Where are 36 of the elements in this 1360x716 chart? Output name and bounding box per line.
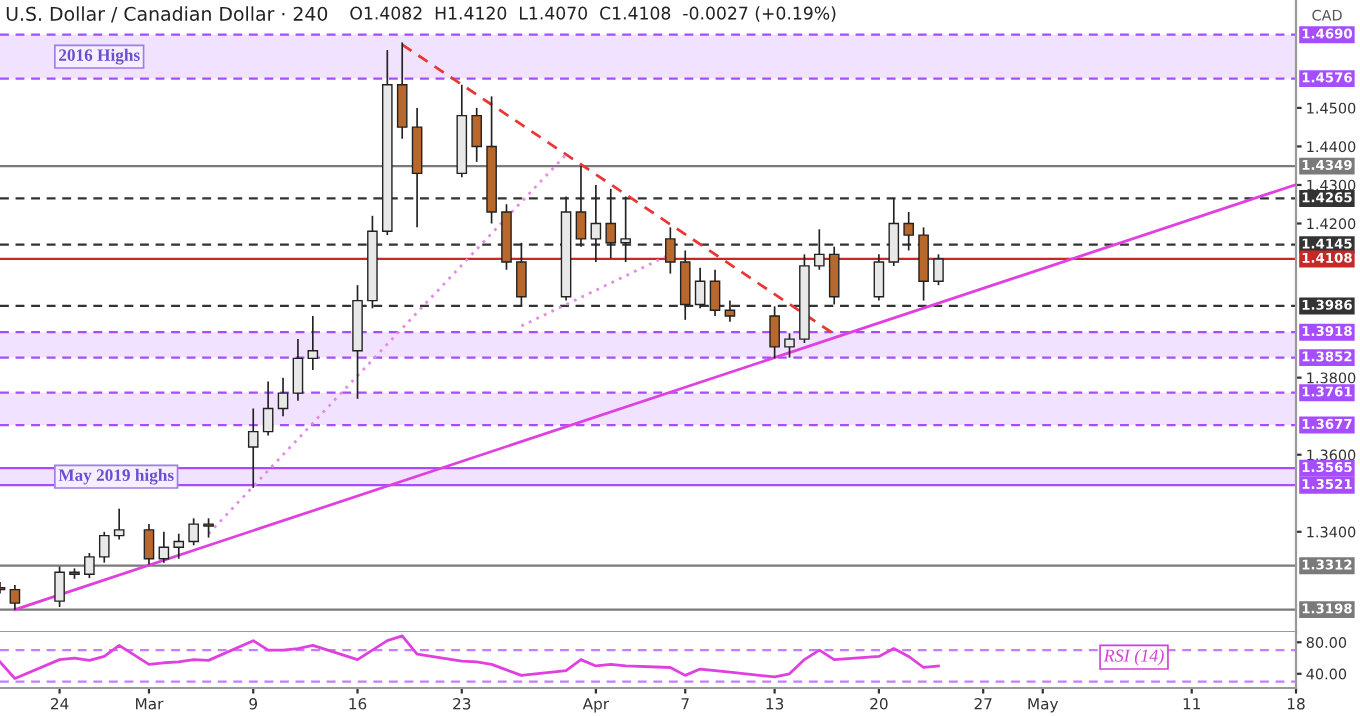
candlestick (411, 107, 423, 229)
candlestick (262, 380, 274, 437)
candlestick (724, 299, 736, 323)
band-label: May 2019 highs (58, 468, 174, 485)
candlestick (173, 532, 185, 560)
candlestick (665, 226, 676, 275)
band-label: 2016 Highs (59, 48, 140, 65)
candlestick (396, 41, 408, 140)
candlestick (471, 107, 483, 163)
candlestick (143, 523, 155, 566)
candlestick (188, 517, 199, 547)
candlestick (918, 226, 929, 302)
chart-subtitle: O1.4082 H1.4120 L1.4070 C1.4108 -0.0027 (+0.19%) (350, 6, 836, 22)
candlestick (277, 376, 289, 418)
candlestick (679, 249, 691, 321)
candlestick (873, 253, 885, 302)
candlestick (590, 184, 602, 263)
candlestick (888, 197, 900, 267)
candlestick (769, 305, 780, 360)
candlestick (605, 187, 617, 260)
candlestick (247, 407, 259, 489)
candlestick (813, 228, 825, 271)
candlestick (709, 268, 721, 317)
candlestick (694, 266, 706, 310)
candlestick (933, 253, 944, 287)
candlestick (828, 245, 840, 306)
candlestick (203, 517, 214, 539)
candlestick (620, 195, 631, 263)
candlestick (292, 338, 304, 402)
candlestick (784, 332, 795, 359)
candlestick (516, 241, 527, 308)
candlestick (903, 211, 915, 252)
candlestick (307, 315, 319, 371)
chart-title: U.S. Dollar / Canadian Dollar · 240 (6, 6, 328, 23)
candlestick (575, 165, 587, 248)
annotation: RSI (14) (1103, 649, 1164, 666)
